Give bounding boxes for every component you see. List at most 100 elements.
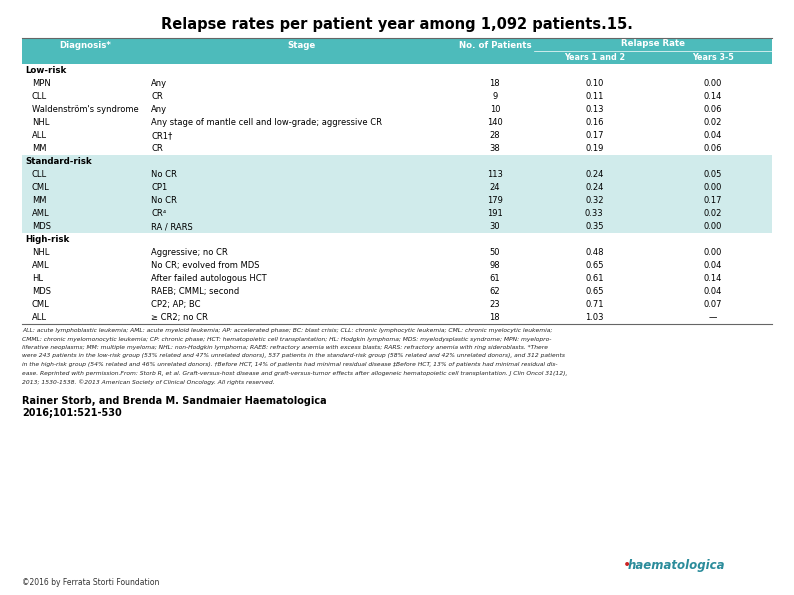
Text: 0.04: 0.04: [704, 287, 723, 296]
Text: CR: CR: [151, 144, 163, 153]
Text: CP2; AP; BC: CP2; AP; BC: [151, 300, 201, 309]
Text: 0.33: 0.33: [585, 209, 603, 218]
Text: Standard-risk: Standard-risk: [25, 157, 92, 166]
Bar: [22, 168, 772, 181]
Text: haematologica: haematologica: [628, 559, 726, 572]
Text: Years 3-5: Years 3-5: [692, 52, 734, 61]
Text: 0.65: 0.65: [585, 287, 603, 296]
Text: 0.14: 0.14: [704, 92, 723, 101]
Text: High-risk: High-risk: [25, 235, 69, 244]
Text: MM: MM: [32, 144, 47, 153]
Bar: [22, 38, 772, 64]
Text: 0.00: 0.00: [704, 248, 723, 257]
Text: 62: 62: [490, 287, 500, 296]
Text: 0.06: 0.06: [703, 144, 723, 153]
Bar: [22, 77, 772, 90]
Bar: [22, 207, 772, 220]
Text: No CR: No CR: [151, 170, 177, 179]
Text: 0.17: 0.17: [703, 196, 723, 205]
Text: 0.05: 0.05: [704, 170, 723, 179]
Text: liferative neoplasms; MM: multiple myeloma; NHL: non-Hodgkin lymphoma; RAEB: ref: liferative neoplasms; MM: multiple myelo…: [22, 345, 548, 350]
Bar: [22, 246, 772, 259]
Text: 24: 24: [490, 183, 500, 192]
Text: in the high-risk group (54% related and 46% unrelated donors). †Before HCT, 14% : in the high-risk group (54% related and …: [22, 362, 557, 367]
Text: ease. Reprinted with permission.From: Storb R, et al. Graft-versus-host disease : ease. Reprinted with permission.From: St…: [22, 371, 568, 375]
Text: ALL: acute lymphoblastic leukemia; AML: acute myeloid leukemia; AP: accelerated : ALL: acute lymphoblastic leukemia; AML: …: [22, 328, 553, 333]
Text: 0.24: 0.24: [585, 183, 603, 192]
Text: CML: CML: [32, 183, 50, 192]
Text: 0.04: 0.04: [704, 261, 723, 270]
Text: Any: Any: [151, 105, 167, 114]
Text: After failed autologous HCT: After failed autologous HCT: [151, 274, 267, 283]
Text: HL: HL: [32, 274, 43, 283]
Text: 113: 113: [487, 170, 503, 179]
Text: 2016;101:521-530: 2016;101:521-530: [22, 409, 121, 418]
Text: 0.16: 0.16: [585, 118, 603, 127]
Text: 23: 23: [490, 300, 500, 309]
Bar: [22, 285, 772, 298]
Text: CMML: chronic myelomonocytic leukemia; CP: chronic phase; HCT: hematopoietic cel: CMML: chronic myelomonocytic leukemia; C…: [22, 337, 551, 342]
Text: 30: 30: [490, 222, 500, 231]
Text: MDS: MDS: [32, 222, 51, 231]
Text: Relapse rates per patient year among 1,092 patients.15.: Relapse rates per patient year among 1,0…: [161, 17, 633, 32]
Text: 0.07: 0.07: [703, 300, 723, 309]
Text: 0.00: 0.00: [704, 79, 723, 88]
Text: —: —: [709, 313, 717, 322]
Text: 0.10: 0.10: [585, 79, 603, 88]
Text: 0.71: 0.71: [585, 300, 603, 309]
Text: 0.14: 0.14: [704, 274, 723, 283]
Text: 0.35: 0.35: [585, 222, 603, 231]
Text: 140: 140: [487, 118, 503, 127]
Text: Waldenström's syndrome: Waldenström's syndrome: [32, 105, 139, 114]
Text: ALL: ALL: [32, 313, 47, 322]
Bar: [22, 129, 772, 142]
Text: 0.06: 0.06: [703, 105, 723, 114]
Text: 18: 18: [490, 79, 500, 88]
Bar: [22, 233, 772, 246]
Text: 1.03: 1.03: [585, 313, 603, 322]
Bar: [22, 155, 772, 168]
Text: No CR; evolved from MDS: No CR; evolved from MDS: [151, 261, 260, 270]
Text: Aggressive; no CR: Aggressive; no CR: [151, 248, 228, 257]
Bar: [22, 311, 772, 324]
Text: 0.19: 0.19: [585, 144, 603, 153]
Text: 0.65: 0.65: [585, 261, 603, 270]
Text: 38: 38: [489, 144, 500, 153]
Text: •: •: [623, 558, 631, 572]
Bar: [22, 298, 772, 311]
Text: No. of Patients: No. of Patients: [459, 42, 531, 51]
Text: Relapse Rate: Relapse Rate: [621, 39, 685, 49]
Text: ©2016 by Ferrata Storti Foundation: ©2016 by Ferrata Storti Foundation: [22, 578, 160, 587]
Text: CP1: CP1: [151, 183, 168, 192]
Text: 191: 191: [487, 209, 503, 218]
Text: 61: 61: [490, 274, 500, 283]
Bar: [22, 90, 772, 103]
Bar: [22, 116, 772, 129]
Text: Any: Any: [151, 79, 167, 88]
Text: Diagnosis*: Diagnosis*: [59, 42, 111, 51]
Text: 10: 10: [490, 105, 500, 114]
Text: CLL: CLL: [32, 170, 47, 179]
Text: RAEB; CMML; second: RAEB; CMML; second: [151, 287, 239, 296]
Text: CR: CR: [151, 92, 163, 101]
Text: CR1†: CR1†: [151, 131, 172, 140]
Bar: [22, 220, 772, 233]
Text: 98: 98: [490, 261, 500, 270]
Text: 28: 28: [490, 131, 500, 140]
Text: 0.17: 0.17: [585, 131, 603, 140]
Text: 9: 9: [492, 92, 498, 101]
Text: 0.11: 0.11: [585, 92, 603, 101]
Text: 179: 179: [487, 196, 503, 205]
Text: ≥ CR2; no CR: ≥ CR2; no CR: [151, 313, 208, 322]
Text: No CR: No CR: [151, 196, 177, 205]
Text: Any stage of mantle cell and low-grade; aggressive CR: Any stage of mantle cell and low-grade; …: [151, 118, 382, 127]
Text: 0.61: 0.61: [585, 274, 603, 283]
Text: 0.32: 0.32: [585, 196, 603, 205]
Bar: [22, 155, 772, 233]
Text: ALL: ALL: [32, 131, 47, 140]
Text: 0.48: 0.48: [585, 248, 603, 257]
Bar: [22, 194, 772, 207]
Text: NHL: NHL: [32, 248, 49, 257]
Text: Years 1 and 2: Years 1 and 2: [564, 52, 625, 61]
Text: Low-risk: Low-risk: [25, 66, 67, 75]
